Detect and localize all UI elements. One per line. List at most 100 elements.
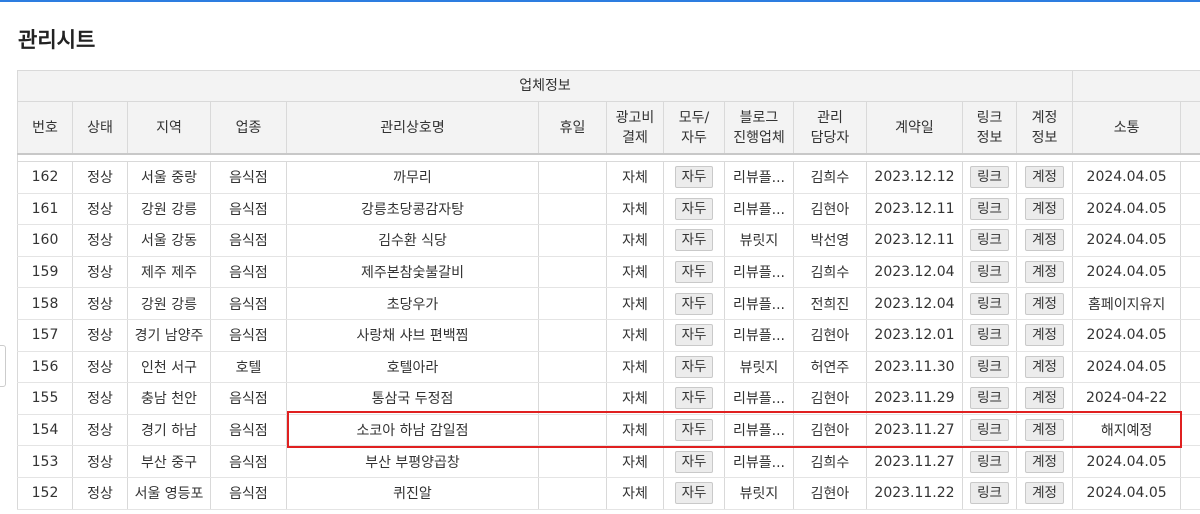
link-button[interactable]: 링크 (970, 166, 1009, 189)
manager: 김현아 (793, 413, 867, 447)
scroll-handle[interactable] (0, 345, 6, 387)
table: 업체정보 번호 상태 지역 업종 관리상호명 휴일 광고비 결제 모두/ 자두 블로그 진행업체… (17, 70, 1200, 510)
column-header (1180, 101, 1200, 155)
account-button[interactable]: 계정 (1025, 261, 1064, 284)
status: 정상 (72, 350, 128, 384)
account-button[interactable]: 계정 (1025, 324, 1064, 347)
extra-cell (1180, 287, 1200, 320)
link-info: 링크 (962, 287, 1017, 320)
business-type: 음식점 (210, 318, 287, 352)
store-name: 김수환 식당 (286, 224, 539, 257)
mode-button[interactable]: 자두 (674, 387, 714, 410)
link-button[interactable]: 링크 (970, 355, 1009, 378)
ad-payment: 자체 (606, 445, 664, 478)
blog-agency: 리뷰플... (724, 287, 794, 320)
extra-cell (1180, 318, 1200, 352)
mode-button[interactable]: 자두 (674, 261, 714, 284)
column-header: 상태 (72, 101, 128, 155)
region: 경기 하남 (127, 413, 211, 447)
mode: 자두 (663, 161, 725, 194)
status: 정상 (72, 192, 128, 226)
blog-agency: 리뷰플... (724, 161, 794, 194)
holiday (538, 413, 607, 447)
column-header: 휴일 (538, 101, 607, 155)
account-info: 계정 (1015, 192, 1074, 226)
manager: 김희수 (793, 161, 867, 194)
communication: 2024.04.05 (1072, 224, 1182, 257)
row-number: 154 (17, 413, 73, 447)
contract-date: 2023.11.27 (866, 413, 963, 447)
extra-cell (1180, 445, 1200, 478)
contract-date: 2023.11.29 (866, 382, 963, 415)
ad-payment: 자체 (606, 413, 664, 447)
mode-button[interactable]: 자두 (674, 419, 714, 442)
mode-button[interactable]: 자두 (674, 450, 714, 473)
mode-button[interactable]: 자두 (674, 482, 714, 505)
mode: 자두 (663, 350, 725, 384)
blog-agency: 뷰릿지 (724, 476, 794, 510)
business-type: 호텔 (210, 350, 287, 384)
account-button[interactable]: 계정 (1025, 292, 1064, 315)
contract-date: 2023.11.22 (866, 476, 963, 510)
table-row: 161 정상 강원 강릉 음식점 강릉초당콩감자탕 자체 자두 리뷰플... 김현아 2023.1… (17, 192, 1200, 226)
link-button[interactable]: 링크 (970, 482, 1009, 505)
account-button[interactable]: 계정 (1025, 482, 1064, 505)
account-button[interactable]: 계정 (1025, 229, 1064, 252)
group-header: 업체정보 (17, 70, 1074, 102)
link-info: 링크 (962, 350, 1017, 384)
account-button[interactable]: 계정 (1025, 355, 1064, 378)
mode-button[interactable]: 자두 (674, 166, 714, 189)
ad-payment: 자체 (606, 350, 664, 384)
communication: 2024.04.05 (1072, 161, 1182, 194)
ad-payment: 자체 (606, 224, 664, 257)
region: 강원 강릉 (127, 287, 211, 320)
column-header: 모두/ 자두 (663, 101, 725, 155)
link-button[interactable]: 링크 (970, 419, 1009, 442)
link-button[interactable]: 링크 (970, 292, 1009, 315)
account-info: 계정 (1015, 255, 1074, 289)
status: 정상 (72, 255, 128, 289)
account-button[interactable]: 계정 (1025, 450, 1064, 473)
mode-button[interactable]: 자두 (674, 229, 714, 252)
mode-button[interactable]: 자두 (674, 292, 714, 315)
account-info: 계정 (1015, 224, 1074, 257)
mode-button[interactable]: 자두 (674, 324, 714, 347)
column-header: 번호 (17, 101, 73, 155)
column-header: 소통 (1072, 101, 1182, 155)
highlight-box (287, 411, 1182, 448)
communication: 2024.04.05 (1072, 192, 1182, 226)
link-button[interactable]: 링크 (970, 324, 1009, 347)
contract-date: 2023.11.30 (866, 350, 963, 384)
link-button[interactable]: 링크 (970, 387, 1009, 410)
link-button[interactable]: 링크 (970, 229, 1009, 252)
row-number: 155 (17, 382, 73, 415)
mode-button[interactable]: 자두 (674, 355, 714, 378)
mode-button[interactable]: 자두 (674, 197, 714, 220)
link-button[interactable]: 링크 (970, 261, 1009, 284)
mode: 자두 (663, 476, 725, 510)
status: 정상 (72, 413, 128, 447)
table-row: 154 정상 경기 하남 음식점 소코아 하남 감일점 자체 자두 리뷰플... 김현아 2023… (17, 413, 1200, 447)
ad-payment: 자체 (606, 255, 664, 289)
region: 충남 천안 (127, 382, 211, 415)
holiday (538, 161, 607, 194)
link-button[interactable]: 링크 (970, 450, 1009, 473)
contract-date: 2023.12.11 (866, 192, 963, 226)
link-button[interactable]: 링크 (970, 197, 1009, 220)
account-button[interactable]: 계정 (1025, 166, 1064, 189)
business-type: 음식점 (210, 224, 287, 257)
account-info: 계정 (1015, 413, 1074, 447)
manager: 김현아 (793, 382, 867, 415)
account-button[interactable]: 계정 (1025, 197, 1064, 220)
link-info: 링크 (962, 192, 1017, 226)
business-type: 음식점 (210, 382, 287, 415)
row-number: 153 (17, 445, 73, 478)
status: 정상 (72, 224, 128, 257)
account-button[interactable]: 계정 (1025, 387, 1064, 410)
contract-date: 2023.12.04 (866, 255, 963, 289)
store-name: 호텔아라 (286, 350, 539, 384)
store-name: 퀴진알 (286, 476, 539, 510)
contract-date: 2023.12.01 (866, 318, 963, 352)
communication: 2024-04-22 (1072, 382, 1182, 415)
account-button[interactable]: 계정 (1025, 419, 1064, 442)
